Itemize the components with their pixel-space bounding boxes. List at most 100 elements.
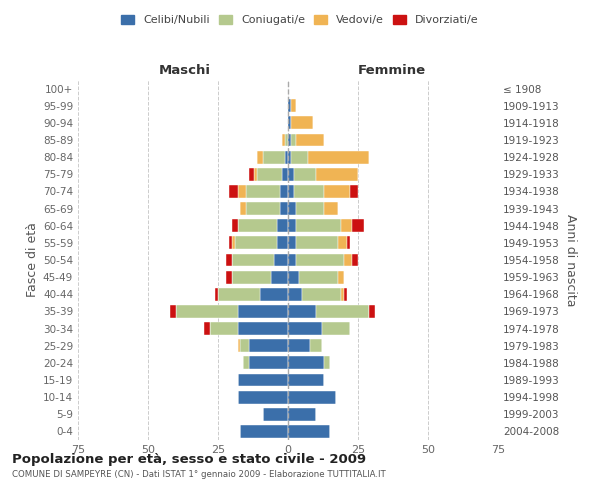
Bar	[352, 220, 364, 232]
Bar	[235, 236, 277, 250]
Bar	[243, 356, 249, 370]
Bar	[204, 322, 209, 335]
Bar	[288, 202, 296, 215]
Bar	[308, 150, 369, 164]
Bar	[338, 270, 344, 283]
Bar	[325, 185, 350, 198]
Bar	[341, 220, 352, 232]
Bar	[226, 254, 232, 266]
Bar	[238, 340, 241, 352]
Bar	[369, 305, 375, 318]
Bar	[246, 202, 280, 215]
Bar	[232, 270, 271, 283]
Bar	[288, 425, 330, 438]
Bar	[249, 340, 288, 352]
Bar	[296, 236, 338, 250]
Bar	[344, 254, 352, 266]
Bar	[285, 134, 288, 146]
Bar	[350, 185, 358, 198]
Bar	[238, 322, 288, 335]
Bar	[232, 254, 274, 266]
Bar	[241, 340, 249, 352]
Bar	[218, 288, 260, 300]
Bar	[238, 220, 277, 232]
Text: Femmine: Femmine	[358, 64, 425, 76]
Bar	[288, 356, 325, 370]
Bar	[347, 236, 350, 250]
Bar	[288, 254, 296, 266]
Bar	[274, 254, 288, 266]
Bar	[288, 288, 302, 300]
Bar	[241, 425, 288, 438]
Bar	[338, 236, 347, 250]
Bar	[288, 168, 293, 180]
Bar	[288, 100, 291, 112]
Bar	[288, 185, 293, 198]
Bar	[238, 305, 288, 318]
Bar	[288, 236, 296, 250]
Bar	[260, 288, 288, 300]
Y-axis label: Anni di nascita: Anni di nascita	[564, 214, 577, 306]
Bar	[291, 116, 313, 130]
Bar	[285, 150, 288, 164]
Bar	[322, 322, 350, 335]
Bar	[310, 340, 322, 352]
Bar	[296, 254, 344, 266]
Bar	[352, 254, 358, 266]
Bar	[296, 134, 325, 146]
Bar	[263, 408, 288, 420]
Bar	[254, 168, 257, 180]
Bar	[283, 134, 285, 146]
Bar	[280, 202, 288, 215]
Bar	[288, 134, 291, 146]
Bar	[215, 288, 218, 300]
Text: Maschi: Maschi	[158, 64, 211, 76]
Text: Popolazione per età, sesso e stato civile - 2009: Popolazione per età, sesso e stato civil…	[12, 452, 366, 466]
Bar	[170, 305, 176, 318]
Bar	[288, 340, 310, 352]
Bar	[293, 185, 325, 198]
Bar	[296, 202, 325, 215]
Bar	[232, 220, 238, 232]
Bar	[288, 220, 296, 232]
Bar	[277, 236, 288, 250]
Bar	[226, 270, 232, 283]
Bar	[232, 236, 235, 250]
Bar	[238, 390, 288, 404]
Bar	[249, 356, 288, 370]
Bar	[299, 270, 338, 283]
Bar	[257, 150, 263, 164]
Bar	[291, 134, 296, 146]
Bar	[302, 288, 341, 300]
Bar	[288, 322, 322, 335]
Bar	[263, 150, 285, 164]
Bar	[246, 185, 280, 198]
Bar	[341, 288, 344, 300]
Text: COMUNE DI SAMPEYRE (CN) - Dati ISTAT 1° gennaio 2009 - Elaborazione TUTTITALIA.I: COMUNE DI SAMPEYRE (CN) - Dati ISTAT 1° …	[12, 470, 386, 479]
Bar	[291, 100, 296, 112]
Bar	[296, 220, 341, 232]
Bar	[293, 168, 316, 180]
Bar	[229, 236, 232, 250]
Bar	[176, 305, 238, 318]
Bar	[344, 288, 347, 300]
Bar	[316, 305, 369, 318]
Bar	[209, 322, 238, 335]
Bar	[229, 185, 238, 198]
Bar	[257, 168, 283, 180]
Bar	[288, 270, 299, 283]
Bar	[288, 150, 291, 164]
Bar	[288, 390, 335, 404]
Bar	[288, 408, 316, 420]
Bar	[316, 168, 358, 180]
Bar	[249, 168, 254, 180]
Bar	[277, 220, 288, 232]
Bar	[288, 305, 316, 318]
Bar	[280, 185, 288, 198]
Bar	[288, 116, 291, 130]
Bar	[288, 374, 325, 386]
Y-axis label: Fasce di età: Fasce di età	[26, 222, 39, 298]
Legend: Celibi/Nubili, Coniugati/e, Vedovi/e, Divorziati/e: Celibi/Nubili, Coniugati/e, Vedovi/e, Di…	[117, 10, 483, 30]
Bar	[238, 374, 288, 386]
Bar	[271, 270, 288, 283]
